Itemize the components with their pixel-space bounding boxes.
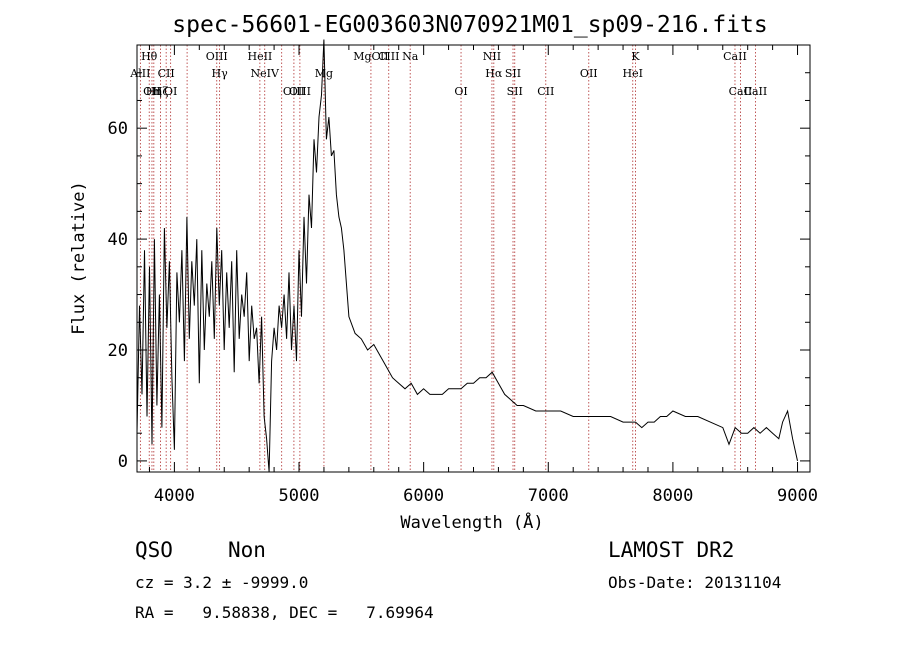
line-label-18: Na <box>402 50 419 63</box>
line-label-11: NeIV <box>251 67 280 80</box>
x-tick-label: 4000 <box>154 486 195 506</box>
object-subclass: Non <box>228 538 266 562</box>
y-tick-label: 60 <box>108 119 128 139</box>
survey-name: LAMOST DR2 <box>608 538 735 562</box>
line-label-1: AlII <box>129 67 150 80</box>
y-axis: 0 20 40 60 <box>108 72 810 472</box>
line-label-26: HeI <box>623 67 643 80</box>
obs-date: Obs-Date: 20131104 <box>608 573 782 592</box>
line-label-29: CaII <box>729 85 753 98</box>
line-label-27: K <box>631 50 640 63</box>
emission-line-labels: HθAlIIOIIHηHζCIIOIOIIIHγHeIINeIVOIIIOIII… <box>129 50 767 98</box>
x-axis-label: Wavelength (Å) <box>400 511 543 533</box>
line-label-22: SII <box>505 67 521 80</box>
line-label-19: OI <box>454 85 467 98</box>
line-label-9: Hγ <box>212 67 229 80</box>
x-axis: 4000 5000 6000 7000 8000 9000 <box>148 45 818 506</box>
line-label-14: OIII <box>289 85 311 98</box>
y-tick-label: 40 <box>108 230 128 250</box>
line-label-15: Mg <box>315 67 333 80</box>
plot-frame <box>136 44 811 473</box>
x-tick-label: 8000 <box>652 486 693 506</box>
line-label-10: HeII <box>247 50 272 63</box>
line-label-24: CII <box>537 85 554 98</box>
line-label-17: CIII <box>378 50 399 63</box>
line-label-28: CaII <box>723 50 747 63</box>
x-tick-label: 9000 <box>777 486 818 506</box>
line-label-21: Hα <box>485 67 503 80</box>
object-class: QSO <box>135 538 173 562</box>
line-label-30: CaII <box>744 85 768 98</box>
emission-line-markers <box>139 45 756 472</box>
line-label-16: MgCII <box>353 50 388 63</box>
x-tick-label: 7000 <box>528 486 569 506</box>
spectrum-line <box>136 39 798 473</box>
redshift-cz: cz = 3.2 ± -9999.0 <box>135 573 309 592</box>
line-label-3: Hη <box>146 85 162 98</box>
line-label-0: Hθ <box>141 50 158 63</box>
y-tick-label: 0 <box>118 452 128 472</box>
x-tick-label: 6000 <box>403 486 444 506</box>
line-label-4: Hζ <box>153 85 169 98</box>
y-axis-label: Flux (relative) <box>69 181 89 335</box>
line-label-6: OI <box>164 85 177 98</box>
x-tick-label: 5000 <box>279 486 320 506</box>
y-tick-label: 20 <box>108 341 128 361</box>
line-label-25: OII <box>580 67 598 80</box>
line-label-5: CII <box>158 67 175 80</box>
line-label-8: OIII <box>206 50 228 63</box>
line-label-13: OIII <box>283 85 305 98</box>
line-label-20: NII <box>483 50 501 63</box>
line-label-23: SII <box>507 85 523 98</box>
line-label-2: OII <box>143 85 161 98</box>
ra-dec: RA = 9.58838, DEC = 7.69964 <box>135 603 434 622</box>
chart-title: spec-56601-EG003603N070921M01_sp09-216.f… <box>172 12 767 38</box>
